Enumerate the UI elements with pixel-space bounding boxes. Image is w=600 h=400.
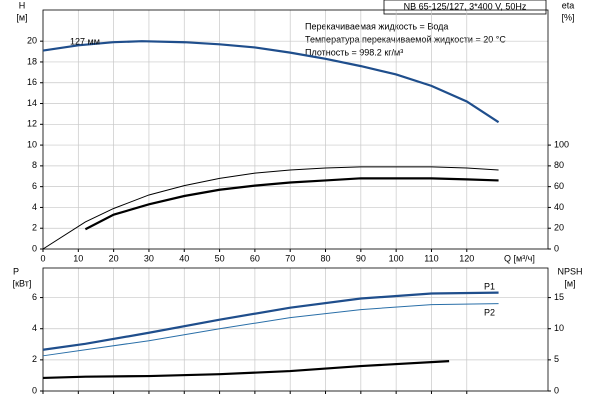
y2-tick-label: 10 (554, 323, 564, 333)
y2-tick-label: 100 (554, 139, 569, 149)
y-tick-label: 18 (27, 56, 37, 66)
y2-tick-label: 5 (554, 354, 559, 364)
x-axis-label: Q [м³/ч] (504, 253, 535, 263)
curve (42, 360, 450, 380)
y2-tick-label: 80 (554, 160, 564, 170)
y-axis-label: H (19, 0, 26, 10)
annotation: Плотность = 998.2 кг/м³ (305, 47, 403, 57)
y2-tick-label: 60 (554, 181, 564, 191)
y-tick-label: 10 (27, 139, 37, 149)
y-tick-label: 12 (27, 119, 37, 129)
x-tick-label: 80 (321, 253, 331, 263)
annotation: Температура перекачиваемой жидкости = 20… (305, 34, 506, 44)
y-tick-label: 2 (32, 223, 37, 233)
chart-title: NB 65-125/127, 3*400 V, 50Hz (404, 1, 527, 11)
curve (42, 303, 499, 357)
curve (42, 40, 500, 124)
plot-frame (42, 9, 549, 250)
x-tick-label: 50 (215, 253, 225, 263)
title-box (383, 0, 547, 15)
y-tick-label: 4 (32, 202, 37, 212)
x-tick-label: 100 (389, 253, 404, 263)
x-tick-label: 20 (109, 253, 119, 263)
curve (42, 291, 499, 351)
y2-tick-label: 40 (554, 202, 564, 212)
curve (42, 166, 499, 250)
y-tick-label: 20 (27, 36, 37, 46)
x-tick-label: 110 (424, 253, 438, 263)
y-tick-label: 2 (32, 354, 37, 364)
y2-tick-label: 0 (554, 385, 559, 395)
y-axis-unit: [кВт] (13, 278, 32, 288)
y-tick-label: 16 (27, 77, 37, 87)
x-tick-label: 120 (459, 253, 474, 263)
y2-axis-label: eta (562, 0, 575, 10)
annotation: Перекачиваемая жидкость = Вода (305, 21, 448, 31)
y-tick-label: 14 (27, 98, 37, 108)
y-tick-label: 4 (32, 323, 37, 333)
plot-frame (42, 267, 549, 392)
y-tick-label: 6 (32, 181, 37, 191)
curve-label: P1 (484, 281, 495, 291)
y-axis-unit: [м] (16, 12, 27, 22)
x-tick-label: 60 (250, 253, 260, 263)
y-tick-label: 0 (32, 385, 37, 395)
y2-tick-label: 0 (554, 243, 559, 253)
y2-axis-unit: [%] (561, 12, 574, 22)
x-tick-label: 0 (40, 253, 45, 263)
curve (84, 177, 499, 231)
y2-tick-label: 20 (554, 223, 564, 233)
y-axis-label: P (13, 266, 19, 276)
y-tick-label: 0 (32, 243, 37, 253)
y2-axis-label: NPSH (557, 266, 582, 276)
x-tick-label: 70 (285, 253, 295, 263)
curve-label: P2 (484, 307, 495, 317)
y2-axis-unit: [м] (564, 278, 575, 288)
x-tick-label: 40 (179, 253, 189, 263)
x-tick-label: 30 (144, 253, 154, 263)
y2-tick-label: 15 (554, 292, 564, 302)
x-tick-label: 90 (356, 253, 366, 263)
curve-label: 127 мм (70, 36, 100, 46)
y-tick-label: 6 (32, 292, 37, 302)
y-tick-label: 8 (32, 160, 37, 170)
x-tick-label: 10 (73, 253, 83, 263)
